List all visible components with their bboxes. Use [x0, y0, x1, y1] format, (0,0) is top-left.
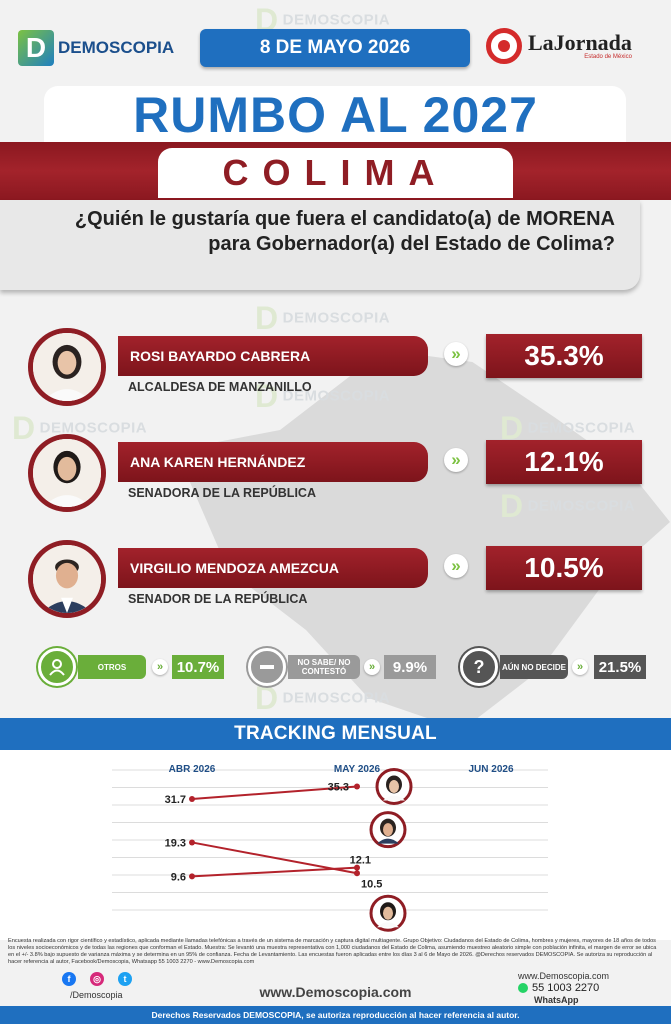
lajornada-logo: LaJornada Estado de México — [486, 28, 632, 64]
contact-block: www.Demoscopia.com 55 1003 2270 WhatsApp — [518, 970, 609, 1006]
others-value: 10.7% — [172, 655, 224, 679]
candidate-name: ANA KAREN HERNÁNDEZ — [118, 442, 428, 482]
data-label: 35.3 — [328, 781, 349, 793]
candidate-role: SENADORA DE LA REPÚBLICA — [128, 486, 316, 500]
candidate-name: ROSI BAYARDO CABRERA — [118, 336, 428, 376]
website-link[interactable]: www.Demoscopia.com — [259, 984, 412, 1000]
x-tick-label: JUN 2026 — [468, 764, 513, 775]
x-tick-label: ABR 2026 — [169, 764, 216, 775]
tracking-chart-area — [0, 750, 671, 940]
candidate-percentage: 12.1% — [486, 440, 642, 484]
person-icon — [38, 648, 76, 686]
data-label: 9.6 — [171, 871, 186, 883]
lajornada-seal-icon — [486, 28, 522, 64]
candidate-percentage: 10.5% — [486, 546, 642, 590]
double-chevron-icon: » — [152, 659, 168, 675]
double-chevron-icon: » — [444, 554, 468, 578]
data-label: 12.1 — [350, 855, 371, 867]
title-box — [44, 86, 626, 148]
candidate-photo-avatar — [28, 434, 106, 512]
state-box — [158, 148, 513, 198]
data-point — [354, 864, 360, 871]
others-label: OTROS — [78, 655, 146, 679]
data-point — [189, 796, 195, 803]
contact-website[interactable]: www.Demoscopia.com — [518, 971, 610, 981]
x-tick-label: MAY 2026 — [334, 764, 381, 775]
double-chevron-icon: » — [444, 342, 468, 366]
whatsapp-icon — [518, 983, 528, 993]
data-point — [354, 870, 360, 877]
methodology-note: Encuesta realizada con rigor científico … — [8, 938, 657, 965]
tracking-line-chart: ABR 2026 MAY 2026 JUN 2026 31.7 35.3 19.3 10.5… — [112, 764, 548, 932]
double-chevron-icon: » — [444, 448, 468, 472]
social-handle: /Demoscopia — [70, 990, 123, 1000]
tracking-title: TRACKING MENSUAL — [234, 723, 437, 744]
watermark: DEMOSCOPIA — [255, 378, 390, 415]
data-point — [189, 873, 195, 880]
watermark: DEMOSCOPIA — [255, 300, 390, 337]
undecided-value: 21.5% — [594, 655, 646, 679]
date-badge: 8 DE MAYO 2026 — [200, 29, 470, 67]
no-answer-label: NO SABE/ NO CONTESTÓ — [288, 655, 360, 679]
demoscopia-logo: D DEMOSCOPIA — [18, 30, 174, 66]
avatar-body — [377, 922, 399, 928]
demoscopia-d-icon: D — [18, 30, 54, 66]
watermark: DEMOSCOPIA — [255, 2, 390, 39]
watermark: DEMOSCOPIA — [12, 410, 147, 447]
double-chevron-icon: » — [572, 659, 588, 675]
data-label: 31.7 — [165, 794, 186, 806]
no-answer-value: 9.9% — [384, 655, 436, 679]
candidate-photo-avatar — [28, 328, 106, 406]
series-line — [191, 785, 358, 801]
instagram-icon[interactable]: ◎ — [90, 972, 104, 986]
avatar-face — [383, 823, 393, 837]
page-title: RUMBO AL 2027 — [133, 87, 538, 143]
undecided-label: AÚN NO DECIDE — [500, 655, 568, 679]
double-chevron-icon: » — [364, 659, 380, 675]
twitter-icon[interactable]: t — [118, 972, 132, 986]
candidate-percentage: 35.3% — [486, 334, 642, 378]
candidate-photo-avatar — [28, 540, 106, 618]
minus-icon — [248, 648, 286, 686]
series-line — [191, 866, 358, 878]
avatar-body — [377, 838, 399, 844]
candidate-name: VIRGILIO MENDOZA AMEZCUA — [118, 548, 428, 588]
social-links: f ◎ t — [62, 972, 132, 986]
state-name: COLIMA — [222, 152, 449, 193]
rights-band: Derechos Reservados DEMOSCOPIA, se autor… — [0, 1006, 671, 1024]
contact-phone: 55 1003 2270 — [532, 982, 600, 994]
watermark: DEMOSCOPIA — [255, 680, 390, 717]
survey-question: ¿Quién le gustaría que fuera el candidat… — [74, 208, 615, 255]
facebook-icon[interactable]: f — [62, 972, 76, 986]
data-label: 19.3 — [165, 837, 186, 849]
avatar-body — [383, 795, 405, 801]
watermark: DEMOSCOPIA — [500, 488, 635, 525]
tracking-band — [0, 718, 671, 750]
question-mark-icon: ? — [460, 648, 498, 686]
data-point — [354, 783, 360, 790]
whatsapp-label: WhatsApp — [534, 995, 579, 1005]
data-label: 10.5 — [361, 878, 382, 890]
data-point — [189, 839, 195, 846]
candidate-role: SENADOR DE LA REPÚBLICA — [128, 592, 308, 606]
question-box — [0, 200, 640, 290]
avatar-face — [389, 779, 399, 793]
watermark: DEMOSCOPIA — [500, 410, 635, 447]
candidate-role: ALCALDESA DE MANZANILLO — [128, 380, 312, 394]
avatar-face — [383, 906, 393, 920]
